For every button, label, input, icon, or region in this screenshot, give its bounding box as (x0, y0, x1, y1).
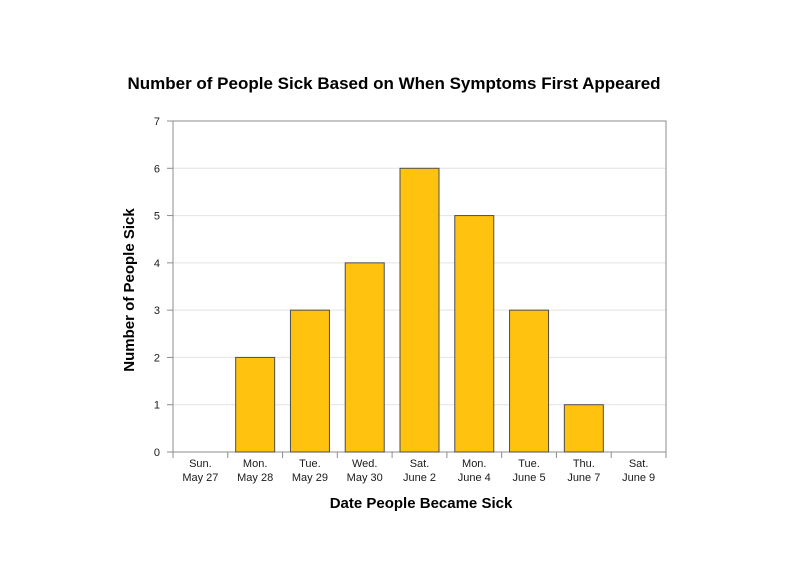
bar (235, 356, 276, 453)
y-axis-ticks: 0 1 2 3 4 5 6 7 (154, 116, 173, 459)
chart-title: Number of People Sick Based on When Symp… (127, 74, 660, 93)
x-tick-label: June 7 (567, 472, 600, 484)
x-tick-label: Sun. (189, 458, 212, 470)
x-tick-label: June 9 (622, 472, 655, 484)
y-tick-label: 6 (154, 163, 160, 175)
y-tick-label: 3 (154, 305, 160, 317)
y-tick-label: 0 (154, 447, 160, 459)
x-tick-label: Mon. (462, 458, 486, 470)
bar (563, 404, 604, 453)
x-tick-label: May 30 (347, 472, 383, 484)
x-tick-label: Wed. (352, 458, 377, 470)
y-axis-title: Number of People Sick (121, 208, 138, 372)
x-tick-label: Mon. (243, 458, 267, 470)
x-axis-ticks: Sun. May 27 Mon. May 28 Tue. May 29 Wed. May 30… (172, 452, 667, 484)
bar (509, 309, 550, 453)
x-tick-label: Sat. (629, 458, 649, 470)
y-tick-label: 7 (154, 116, 160, 128)
x-tick-label: Thu. (573, 458, 595, 470)
bars (235, 167, 604, 453)
bar (344, 262, 385, 453)
x-tick-label: June 4 (458, 472, 491, 484)
bar (289, 309, 330, 453)
y-tick-label: 1 (154, 400, 160, 412)
x-tick-label: May 28 (237, 472, 273, 484)
y-tick-label: 2 (154, 352, 160, 364)
x-tick-label: Tue. (299, 458, 321, 470)
x-tick-label: May 29 (292, 472, 328, 484)
bar (454, 215, 495, 453)
y-tick-label: 4 (154, 258, 160, 270)
x-tick-label: June 5 (513, 472, 546, 484)
x-axis-title: Date People Became Sick (330, 495, 513, 512)
x-tick-label: June 2 (403, 472, 436, 484)
y-tick-label: 5 (154, 211, 160, 223)
x-tick-label: Tue. (518, 458, 540, 470)
x-tick-label: May 27 (182, 472, 218, 484)
x-tick-label: Sat. (410, 458, 430, 470)
bar (399, 167, 440, 453)
